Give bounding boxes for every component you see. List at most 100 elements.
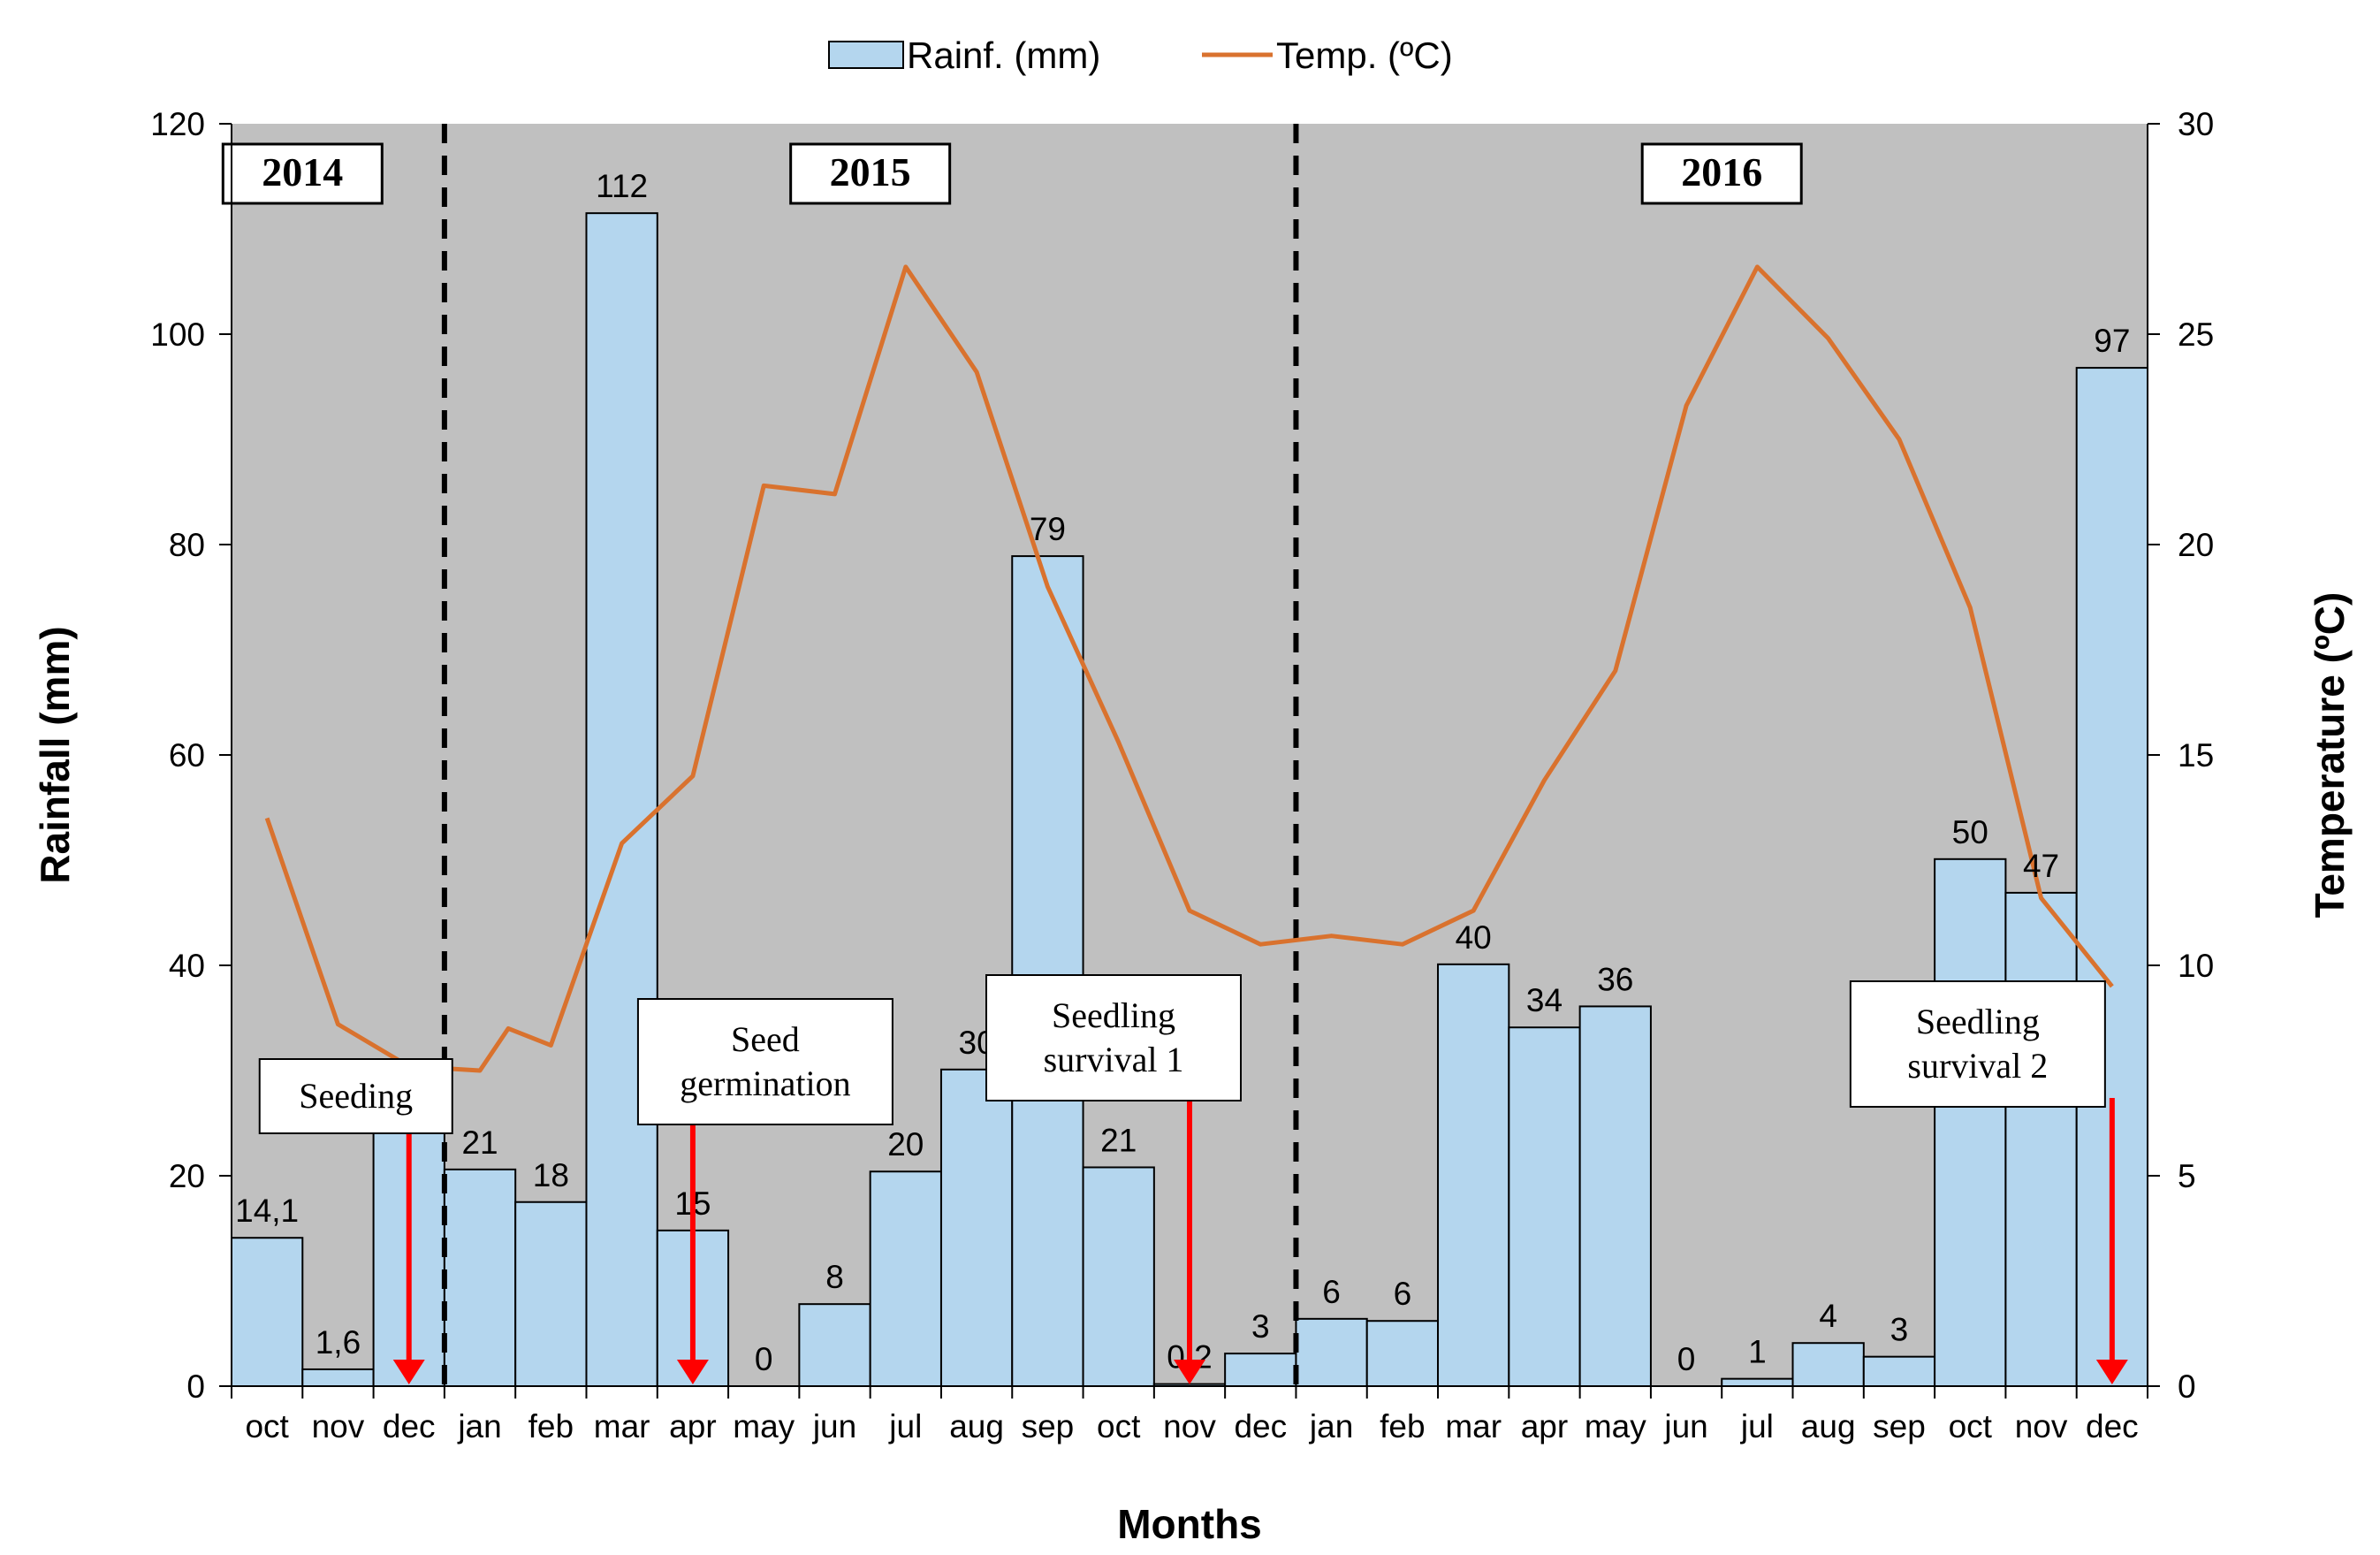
bar-data-label: 36 — [1597, 961, 1633, 997]
rainfall-bar — [231, 1237, 304, 1387]
annotation-arrow-head — [2095, 1360, 2128, 1384]
left-tick-label: 100 — [150, 316, 205, 353]
year-label-box — [221, 142, 384, 205]
bar-data-label: 79 — [1030, 511, 1066, 547]
bar-data-label: 50 — [1952, 814, 1988, 850]
bar-data-label: 21 — [1100, 1122, 1137, 1158]
rainfall-bar — [585, 212, 658, 1387]
annotation-text: germination — [680, 1063, 850, 1103]
year-label: 2014 — [262, 149, 343, 194]
right-tick-label: 20 — [2178, 527, 2214, 563]
bar-data-label: 4 — [1819, 1298, 1837, 1334]
x-tick-label: feb — [1380, 1408, 1425, 1444]
rainfall-bar — [939, 1068, 1014, 1388]
annotation-text: survival 1 — [1044, 1040, 1184, 1079]
bar-data-label: 0 — [755, 1341, 773, 1377]
x-tick-label: dec — [1234, 1408, 1287, 1444]
x-tick-label: jul — [888, 1408, 922, 1444]
temperature-line — [264, 264, 2114, 1073]
year-label: 2016 — [1681, 149, 1762, 194]
rainfall-bar — [1721, 1377, 1794, 1388]
year-label-box — [1640, 142, 1803, 205]
x-axis-title: Months — [1117, 1501, 1262, 1547]
bar-data-label: 112 — [596, 168, 648, 204]
right-tick-label: 10 — [2178, 948, 2214, 984]
x-tick-label: sep — [1022, 1408, 1075, 1444]
bar-data-label: 8 — [825, 1259, 844, 1295]
bar-data-label: 20 — [887, 1126, 924, 1162]
bar-data-label: 6 — [1394, 1276, 1412, 1312]
right-tick-label: 5 — [2178, 1158, 2196, 1194]
legend-bar-swatch — [828, 41, 904, 69]
annotation-text: Seeding — [299, 1076, 413, 1116]
rainfall-bar — [514, 1201, 588, 1387]
annotation-text: Seedling — [1916, 1002, 2040, 1041]
annotation-box — [258, 1058, 453, 1134]
rainfall-bar — [1295, 1317, 1368, 1387]
legend-bar-label: Rainf. (mm) — [907, 34, 1100, 76]
bar-data-label: 3 — [1890, 1312, 1909, 1348]
x-tick-label: oct — [1949, 1408, 1993, 1444]
x-tick-label: aug — [949, 1408, 1004, 1444]
bar-data-label: 18 — [533, 1157, 569, 1193]
right-tick-label: 0 — [2178, 1368, 2196, 1405]
annotation-box — [985, 974, 1242, 1101]
left-tick-label: 40 — [169, 948, 205, 984]
x-tick-label: apr — [669, 1408, 716, 1444]
x-tick-label: apr — [1521, 1408, 1568, 1444]
rainfall-bar — [1011, 555, 1084, 1387]
x-tick-label: mar — [1445, 1408, 1502, 1444]
x-tick-label: oct — [1097, 1408, 1141, 1444]
rainfall-bar — [869, 1170, 942, 1387]
bar-data-label: 1 — [1748, 1334, 1767, 1370]
x-tick-label: dec — [2086, 1408, 2139, 1444]
rainfall-bar — [1862, 1355, 1936, 1388]
bar-data-label: 14,1 — [235, 1193, 299, 1229]
rainfall-bar — [443, 1168, 517, 1387]
bar-data-label: 97 — [2094, 323, 2130, 359]
x-tick-label: jun — [812, 1408, 856, 1444]
legend-line-label: Temp. (ºC) — [1276, 34, 1453, 76]
rainfall-bar — [1082, 1166, 1155, 1387]
x-tick-label: jul — [1740, 1408, 1774, 1444]
x-tick-label: oct — [245, 1408, 289, 1444]
rainfall-bar — [301, 1368, 375, 1387]
rainfall-bar — [1224, 1353, 1297, 1387]
bar-data-label: 6 — [1322, 1274, 1341, 1310]
x-tick-label: aug — [1801, 1408, 1856, 1444]
x-tick-label: jan — [457, 1408, 501, 1444]
bar-data-label: 34 — [1526, 982, 1563, 1018]
rainfall-bar — [2004, 891, 2078, 1387]
x-tick-label: dec — [383, 1408, 436, 1444]
right-tick-label: 30 — [2178, 106, 2214, 142]
annotation-box — [1849, 980, 2106, 1108]
rainfall-bar — [1508, 1026, 1581, 1387]
right-tick-label: 25 — [2178, 316, 2214, 353]
right-axis-title: Temperature (ºC) — [2307, 592, 2353, 919]
left-tick-label: 80 — [169, 527, 205, 563]
x-tick-label: may — [1585, 1408, 1646, 1444]
annotation-arrow-head — [392, 1360, 425, 1384]
left-tick-label: 20 — [169, 1158, 205, 1194]
rainfall-bar — [1791, 1342, 1865, 1387]
left-axis-title: Rainfall (mm) — [32, 626, 78, 883]
annotation-arrow-head — [1174, 1360, 1205, 1384]
annotation-arrow-head — [676, 1360, 709, 1384]
bar-data-label: 3 — [1251, 1308, 1270, 1345]
x-tick-label: nov — [2015, 1408, 2068, 1444]
rainfall-bar — [1578, 1005, 1652, 1388]
left-tick-label: 120 — [150, 106, 205, 142]
annotation-text: Seed — [731, 1019, 800, 1059]
x-tick-label: sep — [1873, 1408, 1926, 1444]
bar-data-label: 21 — [461, 1124, 498, 1161]
right-tick-label: 15 — [2178, 737, 2214, 774]
left-tick-label: 0 — [186, 1368, 205, 1405]
annotation-box — [636, 998, 893, 1125]
rainfall-bar — [798, 1303, 871, 1388]
bar-data-label: 0 — [1677, 1341, 1696, 1377]
left-tick-label: 60 — [169, 737, 205, 774]
rainfall-bar — [1437, 963, 1510, 1388]
x-tick-label: nov — [1163, 1408, 1216, 1444]
